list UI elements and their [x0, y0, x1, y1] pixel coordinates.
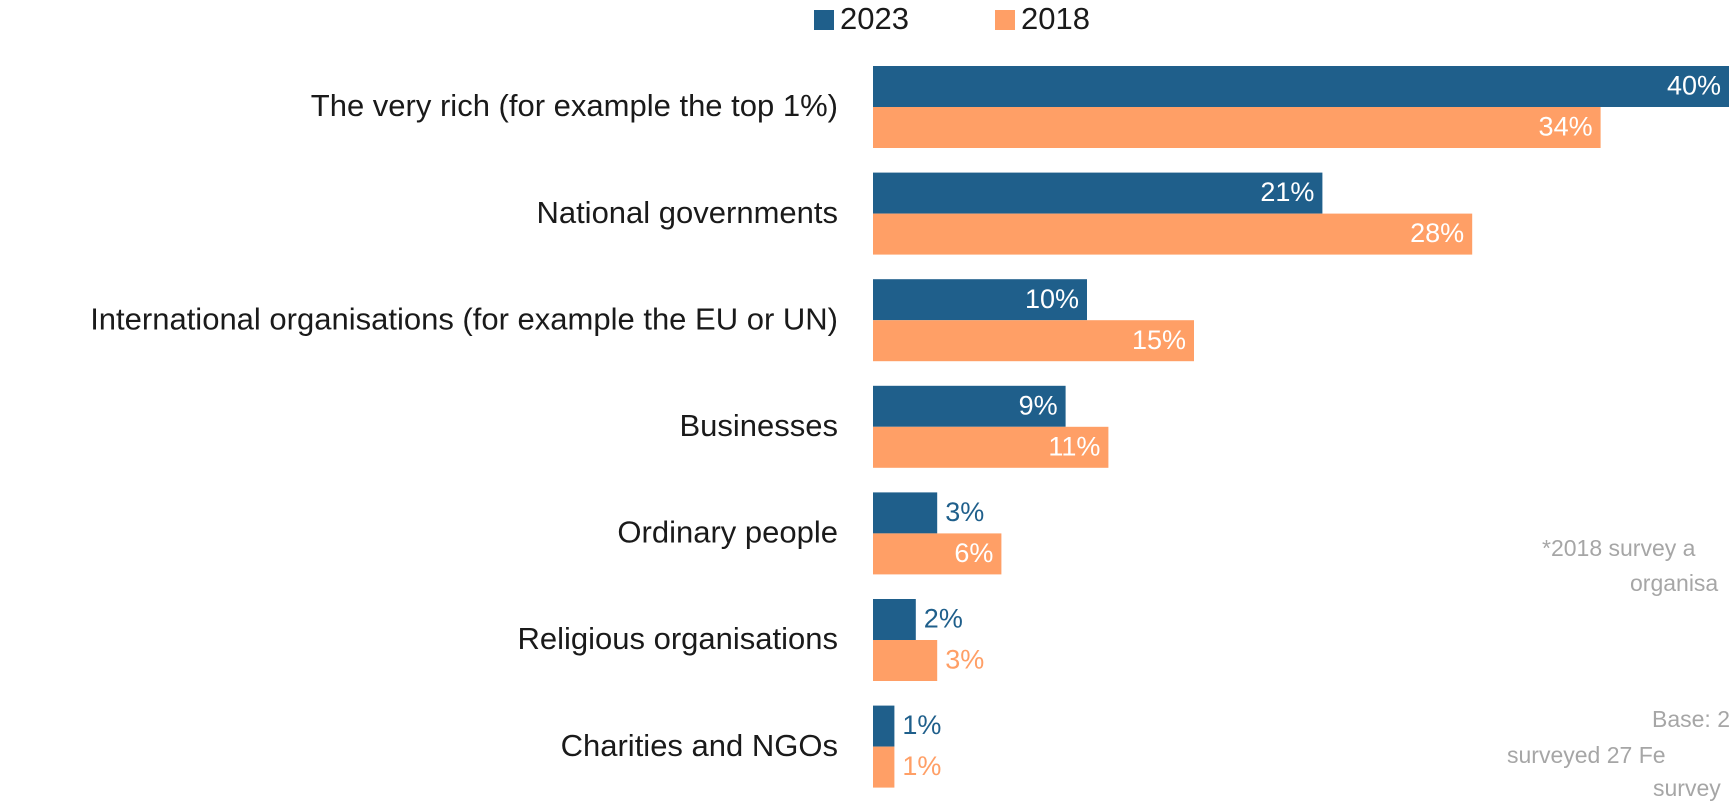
bar — [873, 640, 938, 681]
footnote: organisa — [1630, 570, 1718, 596]
bar — [873, 746, 895, 788]
bar — [873, 705, 895, 747]
bar — [873, 533, 1002, 575]
bar — [873, 426, 1109, 468]
bar — [873, 66, 1729, 107]
category-label: Religious organisations — [517, 621, 838, 656]
legend-label: 2018 — [1021, 1, 1090, 36]
bar — [873, 320, 1194, 362]
footnote: survey — [1653, 775, 1721, 801]
category-label: National governments — [536, 195, 838, 230]
value-label: 21% — [1260, 177, 1314, 207]
category-label: Ordinary people — [617, 515, 838, 550]
category-label: International organisations (for example… — [90, 301, 838, 336]
bar — [873, 599, 916, 640]
bar — [873, 492, 938, 534]
value-label: 6% — [954, 538, 993, 568]
legend-swatch — [814, 10, 834, 30]
value-label: 3% — [945, 645, 984, 675]
value-label: 11% — [1048, 431, 1100, 461]
bar — [873, 279, 1087, 321]
footnote: Base: 2 — [1652, 706, 1729, 732]
footnote: surveyed 27 Fe — [1507, 742, 1666, 768]
category-label: Charities and NGOs — [561, 728, 838, 763]
value-label: 34% — [1539, 112, 1593, 142]
category-label: Businesses — [679, 408, 838, 443]
bar — [873, 213, 1473, 255]
legend-swatch — [995, 10, 1015, 30]
bar — [873, 107, 1601, 148]
bar — [873, 385, 1066, 427]
bar — [873, 172, 1323, 214]
category-label: The very rich (for example the top 1%) — [311, 88, 838, 123]
value-label: 9% — [1019, 390, 1058, 420]
value-label: 1% — [902, 710, 941, 740]
value-label: 28% — [1410, 218, 1464, 248]
value-label: 40% — [1667, 71, 1721, 101]
legend-label: 2023 — [840, 1, 909, 36]
value-label: 3% — [945, 497, 984, 527]
value-label: 15% — [1132, 325, 1186, 355]
value-label: 10% — [1025, 284, 1079, 314]
footnote: *2018 survey a — [1542, 535, 1696, 561]
value-label: 1% — [902, 751, 941, 781]
value-label: 2% — [924, 604, 963, 634]
